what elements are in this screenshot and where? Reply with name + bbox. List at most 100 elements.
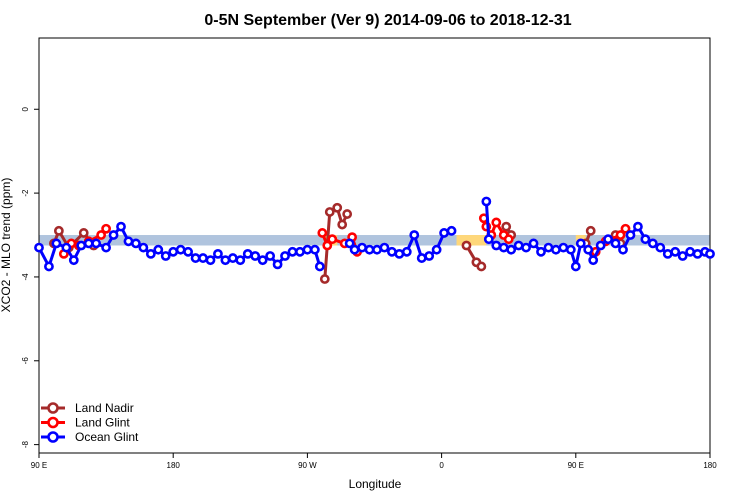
y-tick-label: -8 xyxy=(21,441,30,449)
legend-label: Land Glint xyxy=(75,416,130,430)
data-point xyxy=(309,244,320,255)
data-point xyxy=(322,240,333,251)
data-point xyxy=(68,255,79,266)
data-point xyxy=(501,221,512,232)
data-point xyxy=(235,255,246,266)
data-point xyxy=(498,242,509,253)
data-point xyxy=(123,236,134,247)
chart-title: 0-5N September (Ver 9) 2014-09-06 to 201… xyxy=(204,12,571,29)
x-tick-label: 180 xyxy=(703,461,717,470)
data-point xyxy=(431,244,442,255)
data-point xyxy=(83,238,94,249)
data-point xyxy=(446,225,457,236)
data-point xyxy=(409,230,420,240)
data-point xyxy=(551,244,561,255)
data-point xyxy=(280,251,290,261)
data-point xyxy=(91,238,102,249)
data-point xyxy=(131,238,141,249)
data-point xyxy=(536,246,546,257)
y-tick-label: -2 xyxy=(21,189,30,197)
data-point xyxy=(145,248,156,259)
data-point xyxy=(175,244,186,255)
x-axis-label: Longitude xyxy=(349,477,402,491)
data-point xyxy=(379,242,390,253)
data-point xyxy=(625,230,636,240)
x-tick-label: 90 E xyxy=(31,461,47,470)
data-point xyxy=(76,240,87,251)
data-point xyxy=(692,248,703,259)
orange-band-2 xyxy=(456,235,487,246)
data-point xyxy=(491,217,502,228)
data-point xyxy=(677,251,688,261)
data-point xyxy=(705,248,715,259)
data-point xyxy=(575,238,586,249)
y-tick-label: -4 xyxy=(21,273,30,281)
data-point xyxy=(647,238,658,249)
series-layer xyxy=(34,196,715,284)
data-point xyxy=(364,244,375,255)
data-point xyxy=(595,240,606,251)
y-axis-label: XCO2 - MLO trend (ppm) xyxy=(0,178,13,313)
data-point xyxy=(349,244,360,255)
data-point xyxy=(168,246,179,257)
data-point xyxy=(439,228,449,238)
data-point xyxy=(583,244,594,255)
data-point xyxy=(506,244,517,255)
data-point xyxy=(588,255,599,266)
data-point xyxy=(116,221,126,232)
data-point xyxy=(662,248,673,259)
x-tick-label: 180 xyxy=(167,461,181,470)
data-point xyxy=(227,253,238,263)
data-point xyxy=(615,230,626,240)
series-line xyxy=(484,201,711,268)
ticks-layer: 90 E 180 90 W 0 90 E 180 0 -2 -4 -6 -8 xyxy=(21,106,717,470)
data-point xyxy=(565,244,576,255)
data-point xyxy=(205,255,216,266)
data-point xyxy=(287,246,298,257)
x-tick-label: 90 W xyxy=(298,461,317,470)
data-point xyxy=(503,234,514,245)
x-tick-label: 90 E xyxy=(568,461,584,470)
data-point xyxy=(424,251,435,261)
data-point xyxy=(491,240,502,251)
data-point xyxy=(570,261,581,272)
legend-label: Land Nadir xyxy=(75,401,134,415)
data-point xyxy=(61,242,72,253)
data-point xyxy=(257,255,268,266)
data-point xyxy=(670,246,681,257)
data-point xyxy=(96,230,107,240)
data-point xyxy=(190,253,201,263)
data-point xyxy=(655,242,666,253)
legend-marker xyxy=(47,416,59,429)
data-point xyxy=(319,274,330,284)
data-point xyxy=(101,223,111,234)
data-point xyxy=(521,242,531,253)
data-point xyxy=(633,221,643,232)
data-point xyxy=(53,225,64,236)
legend-marker xyxy=(47,402,59,414)
data-point xyxy=(265,251,276,261)
data-point xyxy=(242,248,253,259)
data-point xyxy=(108,230,119,240)
data-point xyxy=(357,242,367,253)
data-point xyxy=(44,261,54,272)
data-point xyxy=(528,238,539,249)
y-tick-label: 0 xyxy=(21,106,30,111)
data-point xyxy=(332,202,343,213)
data-point xyxy=(610,238,621,249)
legend-label: Ocean Glint xyxy=(75,430,139,444)
data-point xyxy=(394,248,405,259)
data-point xyxy=(220,255,231,266)
data-point xyxy=(101,242,111,253)
data-point xyxy=(483,234,494,245)
series-ocean-glint xyxy=(34,196,715,272)
legend-marker xyxy=(47,431,59,443)
data-point xyxy=(314,261,325,272)
data-point xyxy=(476,261,487,272)
data-point xyxy=(272,259,283,270)
data-point xyxy=(327,234,338,245)
data-point xyxy=(640,234,651,245)
data-point xyxy=(153,244,164,255)
